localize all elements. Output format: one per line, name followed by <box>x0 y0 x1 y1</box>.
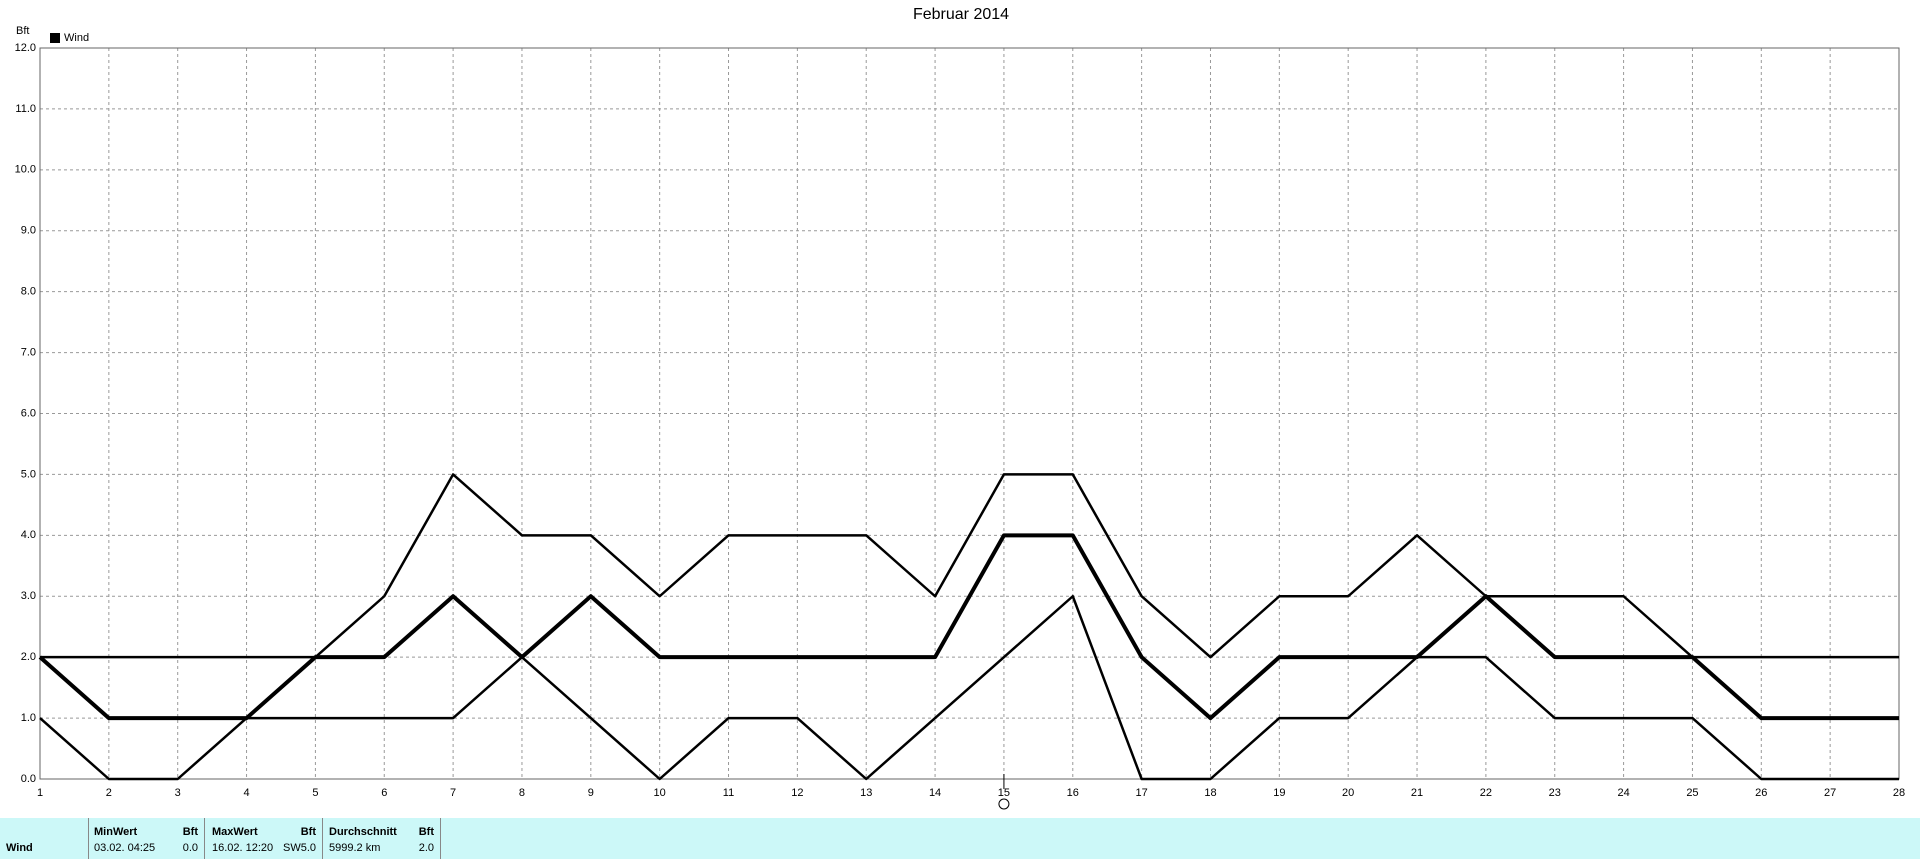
x-tick-label: 9 <box>588 787 594 799</box>
footer-date: 03.02. 04:25 <box>94 842 155 854</box>
x-tick-label: 5 <box>312 787 318 799</box>
series-line <box>38 533 1899 721</box>
footer-distance: 5999.2 km <box>329 842 380 854</box>
legend-label: Wind <box>64 32 89 44</box>
x-tick-label: 12 <box>791 787 803 799</box>
y-axis-label: Bft <box>16 25 29 37</box>
footer-band <box>0 818 1920 859</box>
y-tick-label: 5.0 <box>21 468 36 480</box>
footer-value: 2.0 <box>419 842 434 854</box>
x-tick-label: 10 <box>654 787 666 799</box>
x-tick-label: 2 <box>106 787 112 799</box>
x-tick-label: 14 <box>929 787 941 799</box>
x-tick-label: 17 <box>1136 787 1148 799</box>
y-tick-label: 2.0 <box>21 651 36 663</box>
x-tick-label: 26 <box>1755 787 1767 799</box>
y-tick-label: 8.0 <box>21 286 36 298</box>
footer-unit: Bft <box>419 826 435 838</box>
x-tick-label: 20 <box>1342 787 1354 799</box>
x-tick-label: 15 <box>998 787 1010 799</box>
footer-unit: Bft <box>183 826 199 838</box>
y-tick-label: 1.0 <box>21 712 36 724</box>
series-line <box>40 473 1899 659</box>
footer-value: 0.0 <box>183 842 198 854</box>
y-tick-label: 11.0 <box>15 103 36 115</box>
footer-value: 5.0 <box>301 842 316 854</box>
x-tick-label: 6 <box>381 787 387 799</box>
x-tick-label: 27 <box>1824 787 1836 799</box>
x-tick-label: 23 <box>1549 787 1561 799</box>
x-tick-label: 1 <box>37 787 43 799</box>
x-tick-label: 4 <box>243 787 249 799</box>
x-tick-label: 25 <box>1686 787 1698 799</box>
y-tick-label: 10.0 <box>15 164 36 176</box>
y-tick-label: 9.0 <box>21 225 36 237</box>
chart-title: Februar 2014 <box>913 6 1009 23</box>
x-tick-label: 28 <box>1893 787 1905 799</box>
footer-row-label: Wind <box>6 842 33 854</box>
x-tick-label: 16 <box>1067 787 1079 799</box>
x-tick-label: 7 <box>450 787 456 799</box>
series-line <box>39 595 1899 781</box>
footer-direction: SW <box>283 842 301 854</box>
y-tick-label: 3.0 <box>21 590 36 602</box>
legend-swatch <box>50 33 60 43</box>
x-tick-label: 11 <box>723 787 734 799</box>
footer-unit: Bft <box>301 826 317 838</box>
x-tick-label: 19 <box>1273 787 1285 799</box>
footer-header: MinWert <box>94 826 138 838</box>
x-tick-label: 13 <box>860 787 872 799</box>
x-tick-label: 24 <box>1617 787 1629 799</box>
y-tick-label: 12.0 <box>15 42 36 54</box>
x-tick-label: 18 <box>1204 787 1216 799</box>
y-tick-label: 6.0 <box>21 407 36 419</box>
plot-frame <box>39 47 1900 780</box>
x-tick-label: 8 <box>519 787 525 799</box>
footer-header: Durchschnitt <box>329 826 397 838</box>
y-tick-label: 4.0 <box>21 529 36 541</box>
footer-header: MaxWert <box>212 826 258 838</box>
cursor-marker <box>998 798 1010 810</box>
y-tick-label: 7.0 <box>21 346 36 358</box>
footer-separators <box>88 818 441 859</box>
x-tick-label: 22 <box>1480 787 1492 799</box>
x-tick-label: 21 <box>1411 787 1423 799</box>
y-tick-label: 0.0 <box>21 773 36 785</box>
x-tick-label: 3 <box>175 787 181 799</box>
footer-date: 16.02. 12:20 <box>212 842 273 854</box>
